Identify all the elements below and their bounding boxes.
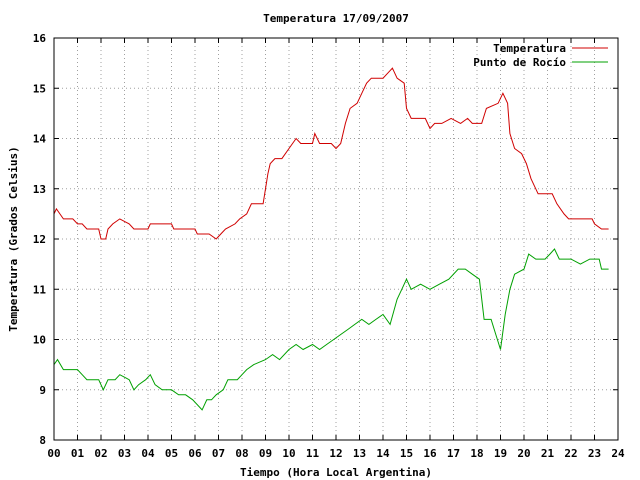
x-axis-label: Tiempo (Hora Local Argentina) <box>240 466 432 479</box>
x-tick-label: 23 <box>588 447 601 460</box>
x-tick-label: 15 <box>400 447 413 460</box>
x-tick-label: 11 <box>306 447 320 460</box>
y-tick-labels: 8 9 10 11 12 13 14 15 16 <box>33 32 47 447</box>
x-tick-label: 06 <box>188 447 202 460</box>
x-tick-label: 04 <box>141 447 155 460</box>
x-tick-label: 24 <box>611 447 625 460</box>
x-tick-label: 17 <box>447 447 460 460</box>
y-tick-label: 13 <box>33 183 46 196</box>
x-tick-label: 01 <box>71 447 85 460</box>
y-axis-label: Temperatura (Grados Celsius) <box>7 146 20 331</box>
y-tick-label: 16 <box>33 32 47 45</box>
legend-label-temperatura: Temperatura <box>493 42 566 55</box>
y-tick-label: 8 <box>39 434 46 447</box>
x-tick-label: 20 <box>517 447 530 460</box>
legend-label-punto-de-rocio: Punto de Rocío <box>473 56 566 69</box>
y-tick-label: 11 <box>33 283 47 296</box>
x-tick-label: 21 <box>541 447 555 460</box>
x-tick-label: 22 <box>564 447 577 460</box>
x-tick-label: 07 <box>212 447 225 460</box>
x-tick-label: 10 <box>282 447 295 460</box>
series-layer <box>53 67 609 411</box>
x-tick-label: 18 <box>470 447 483 460</box>
legend: Temperatura Punto de Rocío <box>473 42 608 69</box>
x-tick-label: 08 <box>235 447 248 460</box>
x-tick-labels: 00 01 02 03 04 05 06 07 08 09 10 11 12 13 14 15 16 17 18 19… <box>47 447 625 460</box>
x-tick-label: 19 <box>494 447 507 460</box>
x-tick-label: 13 <box>353 447 366 460</box>
x-tick-label: 14 <box>376 447 390 460</box>
x-tick-label: 16 <box>423 447 437 460</box>
x-tick-label: 12 <box>329 447 342 460</box>
y-tick-label: 14 <box>33 133 47 146</box>
x-tick-label: 05 <box>165 447 178 460</box>
chart-title: Temperatura 17/09/2007 <box>263 12 409 25</box>
x-tick-label: 00 <box>47 447 60 460</box>
plot-frame <box>53 37 619 441</box>
y-tick-label: 15 <box>33 82 46 95</box>
x-tick-label: 09 <box>259 447 272 460</box>
series-punto-de-rocio-line <box>53 248 609 411</box>
y-tick-label: 12 <box>33 233 46 246</box>
y-tick-label: 10 <box>33 334 46 347</box>
y-tick-label: 9 <box>39 384 46 397</box>
x-tick-label: 03 <box>118 447 131 460</box>
series-temperatura-line <box>53 67 609 240</box>
grid <box>54 38 618 440</box>
x-tick-label: 02 <box>94 447 107 460</box>
